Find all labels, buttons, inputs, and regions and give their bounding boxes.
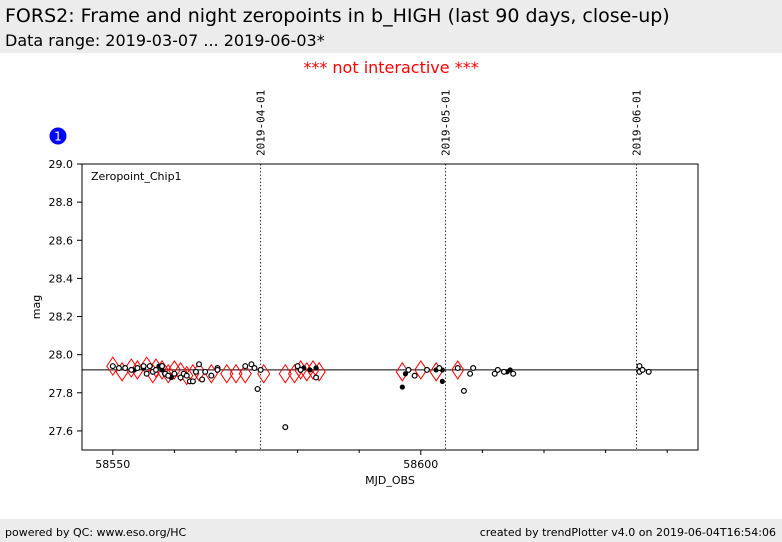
frame-zeropoint-marker	[639, 366, 646, 373]
night-zeropoint-marker	[451, 360, 465, 380]
frame-zeropoint-marker	[146, 363, 153, 370]
frame-zeropoint-marker	[192, 368, 199, 375]
frame-zeropoint-marker	[467, 370, 474, 377]
date-marker-label: 2019-04-01	[255, 90, 268, 156]
footer-created-by: created by trendPlotter v4.0 on 2019-06-…	[479, 526, 776, 539]
frame-zeropoint-marker	[248, 361, 255, 368]
frame-zeropoint-marker	[254, 385, 261, 392]
frame-zeropoint-marker	[470, 365, 477, 372]
frame-zeropoint-marker	[165, 372, 172, 379]
plot-frame	[81, 163, 699, 451]
frame-zeropoint-marker	[159, 363, 166, 370]
frame-zeropoint-marker	[109, 363, 116, 370]
frame-zeropoint-marker	[122, 365, 129, 372]
frame-zeropoint-marker	[636, 363, 643, 370]
frame-zeropoint-marker	[257, 366, 264, 373]
y-tick-label: 28.8	[49, 196, 74, 209]
frame-zeropoint-marker	[313, 374, 320, 381]
frame-zeropoint-marker	[128, 366, 135, 373]
frame-zeropoint-filled-marker	[399, 384, 405, 390]
frame-zeropoint-marker	[251, 365, 258, 372]
frame-zeropoint-marker	[171, 370, 178, 377]
frame-zeropoint-marker	[199, 376, 206, 383]
frame-zeropoint-marker	[189, 378, 196, 385]
frame-zeropoint-marker	[208, 372, 215, 379]
frame-zeropoint-marker	[436, 365, 443, 372]
not-interactive-notice: *** not interactive ***	[303, 58, 479, 77]
page-title: FORS2: Frame and night zeropoints in b_H…	[5, 5, 670, 27]
frame-zeropoint-marker	[140, 363, 147, 370]
night-zeropoint-marker	[220, 363, 234, 384]
badge-number: 1	[54, 130, 62, 144]
y-tick-label: 27.8	[49, 387, 74, 400]
frame-zeropoint-marker	[297, 366, 304, 373]
frame-zeropoint-marker	[115, 365, 122, 372]
badge-circle	[49, 127, 67, 145]
frame-zeropoint-marker	[214, 366, 221, 373]
frame-zeropoint-marker	[134, 365, 141, 372]
date-marker-label: 2019-05-01	[439, 90, 452, 156]
frame-zeropoint-marker	[460, 387, 467, 394]
night-zeropoint-marker	[173, 361, 188, 382]
y-tick-label: 29.0	[49, 158, 74, 171]
night-zeropoint-marker	[414, 360, 428, 380]
x-tick-label: 58550	[95, 458, 130, 471]
frame-zeropoint-marker	[423, 366, 430, 373]
night-zeropoint-marker	[238, 363, 252, 384]
frame-zeropoint-marker	[294, 363, 301, 370]
x-tick-label: 58600	[403, 458, 438, 471]
frame-zeropoint-marker	[411, 372, 418, 379]
data-range-subtitle: Data range: 2019-03-07 ... 2019-06-03*	[5, 31, 325, 50]
frame-zeropoint-filled-marker	[402, 371, 408, 377]
frame-zeropoint-marker	[202, 368, 209, 375]
frame-zeropoint-marker	[183, 372, 190, 379]
y-tick-label: 28.4	[49, 272, 74, 285]
night-zeropoint-marker	[106, 356, 120, 377]
footer-bar: powered by QC: www.eso.org/HC created by…	[0, 519, 782, 542]
frame-zeropoint-marker	[494, 366, 501, 373]
frame-zeropoint-marker	[282, 424, 289, 431]
frame-zeropoint-marker	[454, 365, 461, 372]
frame-zeropoint-marker	[645, 368, 652, 375]
header-bar: FORS2: Frame and night zeropoints in b_H…	[0, 0, 782, 53]
frame-zeropoint-marker	[500, 368, 507, 375]
x-axis-label: MJD_OBS	[365, 474, 415, 487]
date-marker-label: 2019-06-01	[630, 90, 643, 156]
panel-label: Zeropoint_Chip1	[91, 170, 182, 183]
frame-zeropoint-marker	[177, 374, 184, 381]
frame-zeropoint-filled-marker	[313, 365, 319, 371]
y-tick-label: 28.6	[49, 234, 74, 247]
footer-powered-by: powered by QC: www.eso.org/HC	[5, 526, 187, 539]
frame-zeropoint-marker	[152, 366, 159, 373]
frame-zeropoint-filled-marker	[439, 378, 445, 384]
frame-zeropoint-marker	[405, 366, 412, 373]
frame-zeropoint-marker	[196, 361, 203, 368]
frame-zeropoint-marker	[143, 370, 150, 377]
night-zeropoint-marker	[278, 363, 292, 384]
frame-zeropoint-marker	[491, 370, 498, 377]
y-tick-label: 27.6	[49, 425, 74, 438]
night-zeropoint-marker	[192, 361, 206, 382]
frame-zeropoint-marker	[242, 363, 249, 370]
frame-zeropoint-filled-marker	[307, 367, 313, 373]
frame-zeropoint-filled-marker	[507, 367, 513, 373]
night-zeropoint-marker	[229, 363, 243, 384]
y-tick-label: 28.2	[49, 311, 74, 324]
y-axis-label: mag	[30, 295, 43, 319]
frame-zeropoint-marker	[510, 370, 517, 377]
y-tick-label: 28.0	[49, 349, 74, 362]
